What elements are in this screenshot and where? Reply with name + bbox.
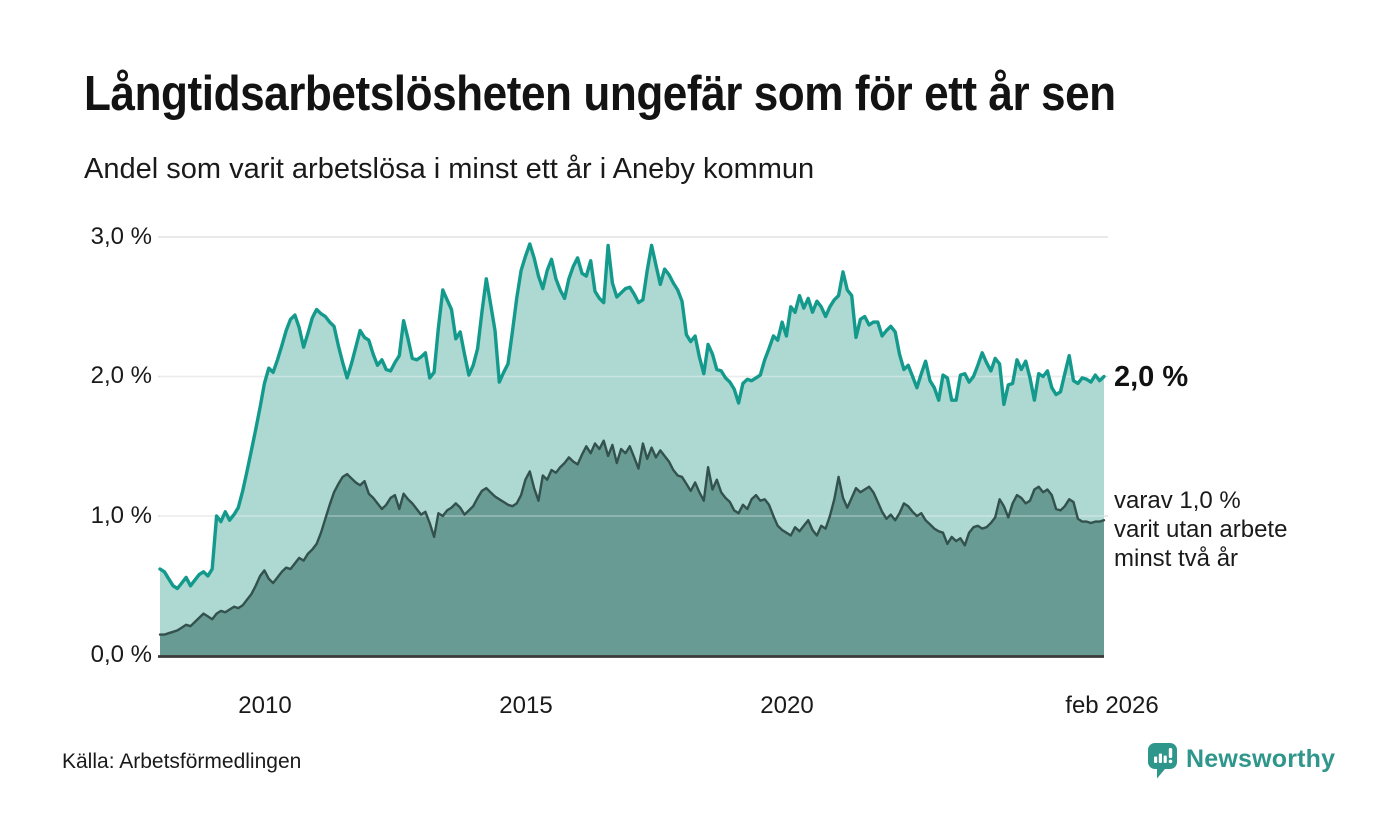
area-unemployed-two-years [160, 440, 1104, 656]
end-note-line-3: minst två år [1114, 545, 1239, 572]
page-title: Långtidsarbetslösheten ungefär som för e… [84, 67, 1116, 121]
x-tick-2010: 2010 [238, 692, 292, 719]
y-tick-3: 3,0 % [90, 223, 152, 250]
line-unemployed-two-years [158, 439, 1106, 636]
end-note-line-2: varit utan arbete [1114, 516, 1288, 543]
logo-bars [1154, 748, 1173, 764]
source-credit: Källa: Arbetsförmedlingen [62, 750, 302, 773]
end-value-label: 2,0 % [1114, 361, 1189, 393]
logo-bubble [1148, 743, 1177, 779]
y-tick-2: 2,0 % [90, 362, 152, 389]
x-tick-feb-2026: feb 2026 [1065, 692, 1159, 719]
end-note-line-1: varav 1,0 % [1114, 487, 1241, 514]
x-tick-2020: 2020 [760, 692, 814, 719]
x-tick-2015: 2015 [499, 692, 553, 719]
page-subtitle: Andel som varit arbetslösa i minst ett å… [84, 153, 815, 185]
y-tick-0: 0,0 % [90, 641, 152, 668]
y-tick-1: 1,0 % [90, 502, 152, 529]
end-note: varav 1,0 % varit utan arbete minst två … [1114, 486, 1287, 573]
line-unemployed-one-year [158, 242, 1106, 591]
brand-name: Newsworthy [1186, 745, 1336, 773]
newsworthy-logo-icon [1148, 743, 1177, 779]
